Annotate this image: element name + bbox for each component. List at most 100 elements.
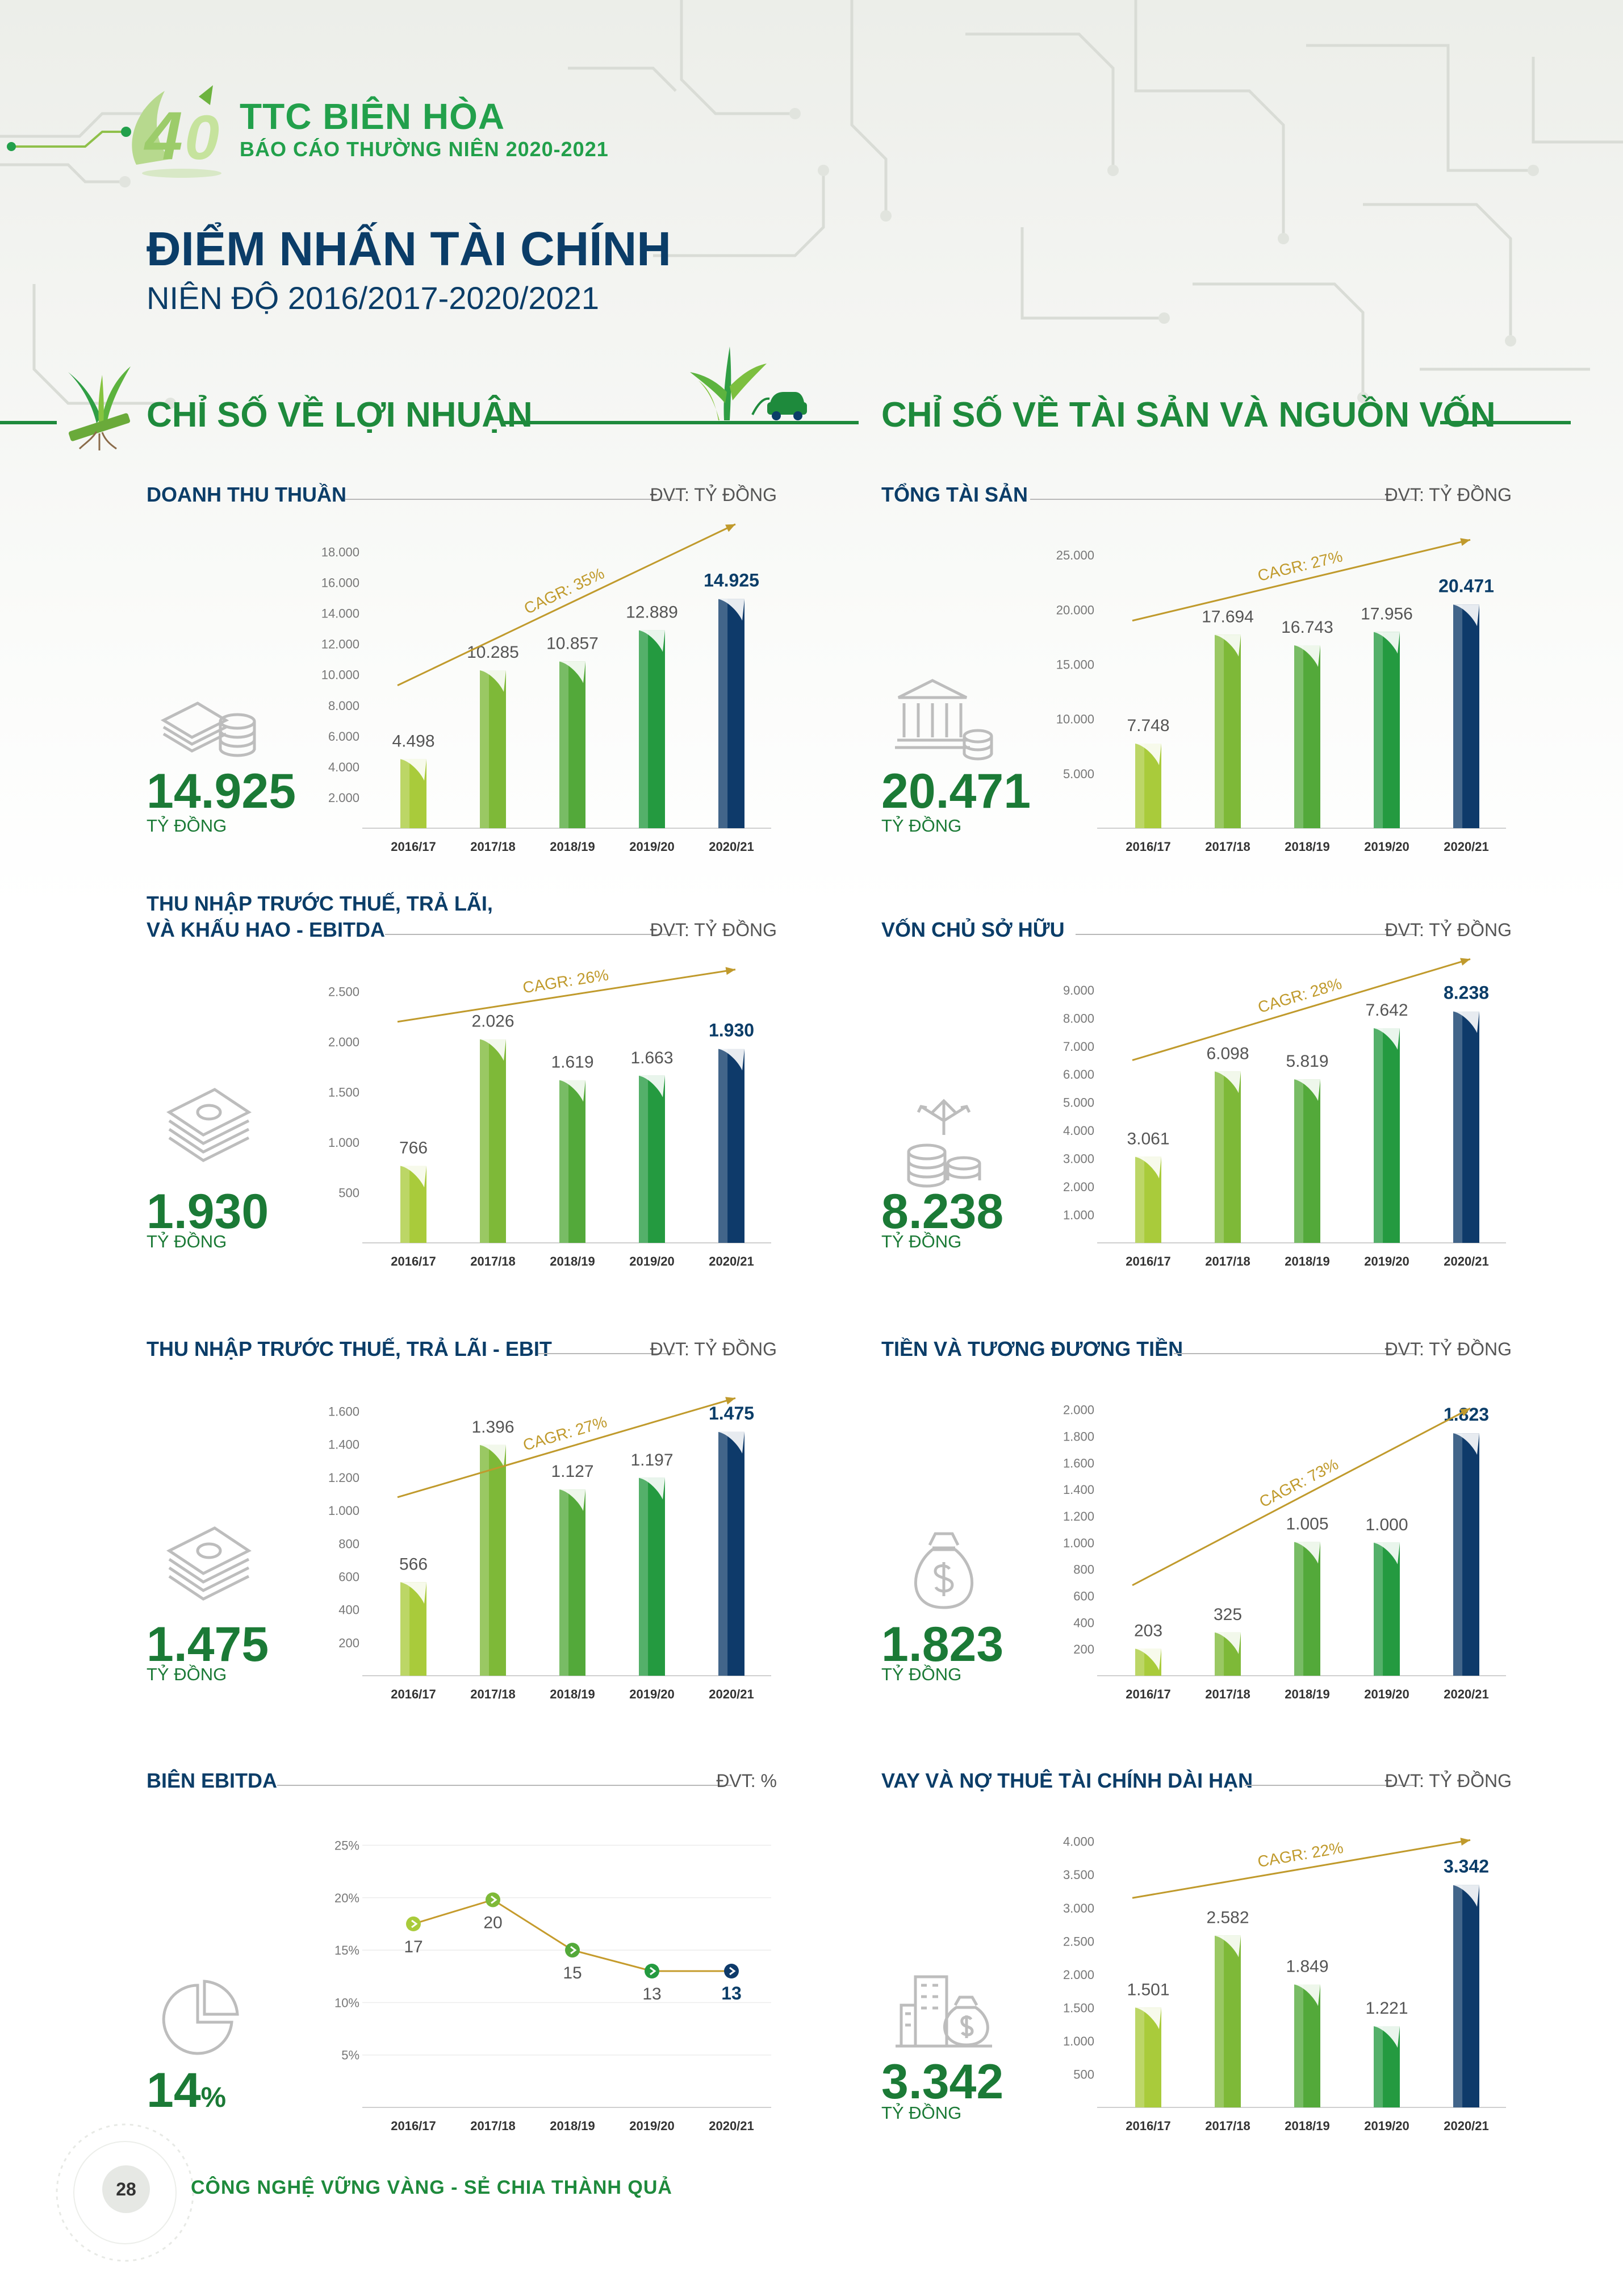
bar-highlight [559,1489,569,1676]
bar [1135,1648,1161,1676]
bar-highlight [639,1477,649,1676]
bar-highlight [718,1049,728,1243]
panel-total-assets: TỔNG TÀI SẢN ĐVT: TỶ ĐỒNG 20.471 TỶ ĐỒNG… [881,482,1512,879]
data-label: 10.857 [546,634,599,653]
cagr-arrow-head [1460,1838,1470,1846]
x-tick-label: 2016/17 [1126,1254,1171,1268]
x-tick-label: 2018/19 [550,2119,595,2133]
big-unit: TỶ ĐỒNG [881,2103,962,2123]
y-tick-label: 1.000 [1063,1208,1094,1222]
big-unit: TỶ ĐỒNG [147,1664,227,1684]
bar-highlight [1294,1542,1304,1676]
panel-title-line: VÀ KHẤU HAO - EBITDA [147,918,385,941]
bar [400,759,426,828]
bar [1215,1935,1241,2107]
bar [400,1582,426,1676]
y-tick-label: 3.000 [1063,1152,1094,1166]
panel-title: THU NHẬP TRƯỚC THUẾ, TRẢ LÃI - EBIT [147,1336,552,1362]
data-label: 325 [1214,1605,1242,1624]
panel-title: DOANH THU THUẦN [147,482,346,508]
bar-highlight [718,1431,728,1676]
y-tick-label: 10% [334,1996,359,2010]
data-label: 2.026 [471,1012,514,1031]
bar-leaf-tip [1294,1079,1320,1101]
data-label: 3.061 [1127,1130,1169,1149]
bar-leaf-tip [1135,1157,1161,1179]
footer-tagline: CÔNG NGHỆ VỮNG VÀNG - SẺ CHIA THÀNH QUẢ [191,2177,672,2198]
bar-chart: 2.000 4.000 6.000 8.000 10.000 12.000 14.000 16… [321,523,771,854]
bar [1374,1028,1400,1243]
y-tick-label: 20.000 [1056,603,1094,617]
bar-body [1374,1028,1400,1243]
cagr-arrow-head [1460,958,1470,966]
y-tick-label: 2.000 [328,791,359,805]
panel-divider [1030,499,1416,500]
y-tick-label: 15% [334,1943,359,1957]
y-tick-label: 800 [338,1537,359,1551]
bar-leaf-tip [1215,1071,1241,1093]
y-tick-label: 400 [1073,1615,1094,1630]
y-tick-label: 800 [1073,1563,1094,1577]
unit-label: ĐVT: TỶ ĐỒNG [650,1339,777,1359]
y-tick-label: 1.400 [328,1438,359,1452]
bar [639,1477,665,1676]
y-tick-label: 1.200 [1063,1509,1094,1523]
data-label: 15 [563,1964,582,1982]
panel-revenue: DOANH THU THUẦN ĐVT: TỶ ĐỒNG 14.925 TỶ Đ… [147,482,777,879]
page-number: 28 [102,2165,150,2213]
bar [1453,1011,1479,1243]
bar-leaf-tip [480,1445,506,1467]
x-tick-label: 2018/19 [1285,2119,1330,2133]
section-divider [1440,421,1571,424]
bar-body [559,661,585,828]
data-label: 20.471 [1438,575,1494,596]
y-tick-label: 1.600 [1063,1456,1094,1470]
bar-highlight [1215,1071,1224,1243]
bar-highlight [480,1039,490,1243]
bar-highlight [1135,1648,1145,1676]
bar-chart: 5.000 10.000 15.000 20.000 25.000 2016/17 2017… [1056,538,1506,854]
y-tick-label: 4.000 [1063,1835,1094,1849]
bar-highlight [1453,1433,1463,1676]
bar-body [1294,1079,1320,1243]
panel-title-line: VAY VÀ NỢ THUÊ TÀI CHÍNH DÀI HẠN [881,1769,1253,1792]
data-label: 203 [1134,1621,1162,1640]
panel-title-line: DOANH THU THUẦN [147,483,346,506]
bar-leaf-tip [718,1049,744,1071]
bar-leaf-tip [1374,632,1400,654]
cagr-arrow-head [725,524,735,532]
panel-title-line: VỐN CHỦ SỞ HỮU [881,918,1065,941]
coins-arrows-icon [907,1099,981,1188]
big-value: 3.342 [881,2055,1004,2109]
bar-highlight [1453,604,1463,828]
bar-body [1215,1935,1241,2107]
data-point-chevron [570,1946,577,1955]
bar [559,661,585,828]
panel-title: VAY VÀ NỢ THUÊ TÀI CHÍNH DÀI HẠN [881,1768,1253,1794]
data-label: 14.925 [704,570,759,591]
x-tick-label: 2019/20 [629,1687,675,1701]
y-tick-label: 20% [334,1891,359,1905]
x-tick-label: 2019/20 [1364,840,1409,854]
bar [1294,1984,1320,2107]
x-tick-label: 2017/18 [1205,1254,1250,1268]
big-value: 20.471 [881,764,1031,819]
bar-chart: 500 1.000 1.500 2.000 2.500 2016/17 2017/18 201… [328,966,771,1268]
x-tick-label: 2016/17 [1126,840,1171,854]
y-tick-label: 1.500 [1063,2001,1094,2015]
y-tick-label: 600 [1073,1589,1094,1604]
x-tick-label: 2018/19 [550,1687,595,1701]
panel-title: VỐN CHỦ SỞ HỮU [881,917,1065,943]
y-tick-label: 5.000 [1063,1096,1094,1110]
bar-highlight [1374,1542,1383,1676]
bar-highlight [1215,1632,1224,1676]
data-label: 1.501 [1127,1980,1169,1999]
bar-highlight [559,661,569,828]
data-label: 12.889 [626,603,678,622]
bar-highlight [559,1080,569,1243]
panel-title-line: TIỀN VÀ TƯƠNG ĐƯƠNG TIỀN [881,1337,1183,1360]
bar-body [480,670,506,828]
y-tick-label: 400 [338,1603,359,1617]
y-tick-label: 1.800 [1063,1430,1094,1444]
data-point [724,1964,739,1978]
